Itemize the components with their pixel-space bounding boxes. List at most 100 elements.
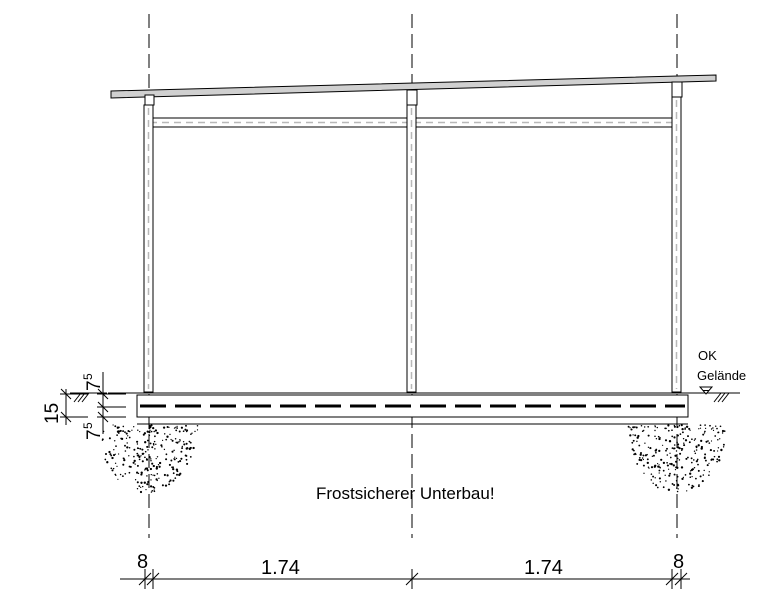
gravel-dot: [677, 488, 679, 490]
gravel-dot: [687, 435, 689, 438]
gravel-dot: [122, 430, 125, 433]
gravel-dot: [700, 445, 703, 449]
gravel-dot: [146, 469, 149, 472]
gravel-dot: [691, 461, 693, 464]
gravel-dot: [664, 439, 668, 442]
gravel-dot: [108, 437, 111, 440]
gravel-dot: [679, 433, 682, 435]
gravel-dot: [630, 428, 633, 431]
gravel-dot: [174, 437, 177, 440]
gravel-dot: [170, 438, 172, 441]
gravel-dot: [671, 429, 673, 432]
gravel-dot: [682, 437, 685, 440]
gravel-dot: [137, 472, 140, 475]
gravel-dot: [141, 472, 143, 474]
gravel-dot: [702, 474, 705, 476]
gravel-dot: [692, 459, 695, 461]
gravel-dot: [179, 438, 181, 441]
post-cap-right: [671, 81, 683, 98]
gravel-dot: [153, 440, 156, 443]
gravel-dot: [669, 456, 672, 459]
gravel-dot: [642, 464, 645, 467]
gravel-dot: [177, 460, 180, 463]
gravel-dot: [171, 450, 174, 453]
gravel-dot: [101, 439, 104, 441]
gravel-dot: [164, 484, 168, 487]
gravel-dot: [690, 468, 694, 472]
gravel-dot: [152, 464, 155, 468]
gravel-dot: [168, 483, 171, 486]
dimension-left-post: 8: [137, 551, 148, 573]
gravel-dot: [150, 458, 152, 460]
gravel-dot: [163, 448, 166, 451]
gravel-dot: [146, 483, 149, 486]
gravel-dot: [151, 462, 154, 465]
gravel-dot: [142, 485, 144, 488]
gravel-dot: [668, 440, 672, 443]
gravel-dot: [654, 435, 656, 438]
gravel-dot: [667, 488, 671, 491]
gravel-dot: [714, 425, 717, 427]
gravel-dot: [176, 470, 179, 473]
gravel-dot: [667, 429, 670, 432]
gravel-dot: [671, 447, 674, 450]
gravel-dot: [654, 449, 657, 452]
gravel-dot: [674, 468, 677, 471]
gravel-dot: [185, 447, 188, 450]
gravel-dot: [155, 458, 157, 460]
gravel-dot: [127, 430, 130, 432]
gravel-subbase-left: [101, 424, 199, 494]
gravel-dot: [134, 463, 136, 465]
gravel-dot: [174, 456, 176, 458]
gravel-dot: [146, 430, 149, 433]
gravel-dot: [700, 439, 703, 443]
gravel-dot: [122, 463, 125, 466]
svg-text:5: 5: [81, 373, 95, 380]
gravel-dot: [713, 449, 716, 452]
gravel-dot: [136, 481, 139, 484]
gravel-dot: [166, 425, 169, 429]
gravel-dot: [144, 450, 147, 453]
dimension-span-left: 1.74: [261, 557, 300, 579]
gravel-dot: [662, 469, 665, 472]
gravel-dot: [676, 490, 679, 493]
gravel-dot: [154, 448, 156, 450]
gravel-dot: [114, 453, 116, 455]
gravel-dot: [128, 465, 131, 468]
gravel-dot: [179, 440, 181, 442]
gravel-dot: [143, 432, 147, 435]
gravel-dot: [694, 438, 697, 440]
gravel-dot: [113, 449, 115, 451]
gravel-dot: [697, 485, 700, 488]
gravel-dot: [191, 432, 193, 434]
gravel-dot: [186, 429, 189, 432]
gravel-dot: [128, 446, 131, 449]
gravel-dot: [141, 452, 144, 456]
gravel-dot: [708, 442, 711, 444]
gravel-dot: [679, 452, 682, 455]
roof-beam: [110, 74, 717, 99]
gravel-dot: [182, 430, 185, 433]
gravel-dot: [137, 454, 140, 457]
gravel-dot: [650, 473, 653, 475]
gravel-dot: [170, 459, 173, 462]
gravel-dot: [185, 424, 187, 427]
gravel-dot: [656, 486, 659, 489]
gravel-dot: [140, 473, 143, 476]
gravel-dot: [158, 461, 162, 465]
gravel-dot: [705, 440, 708, 443]
gravel-dot: [148, 431, 151, 434]
gravel-dot: [654, 464, 657, 467]
gravel-dot: [121, 475, 124, 478]
gravel-dot: [150, 491, 153, 493]
gravel-dot: [185, 458, 188, 461]
gravel-dot: [670, 462, 673, 466]
gravel-dot: [140, 455, 142, 457]
gravel-dot: [666, 464, 669, 467]
gravel-dot: [173, 449, 175, 452]
gravel-dot: [675, 487, 678, 489]
gravel-dot: [689, 470, 692, 472]
gravel-dot: [682, 476, 685, 479]
gravel-dot: [667, 468, 670, 470]
